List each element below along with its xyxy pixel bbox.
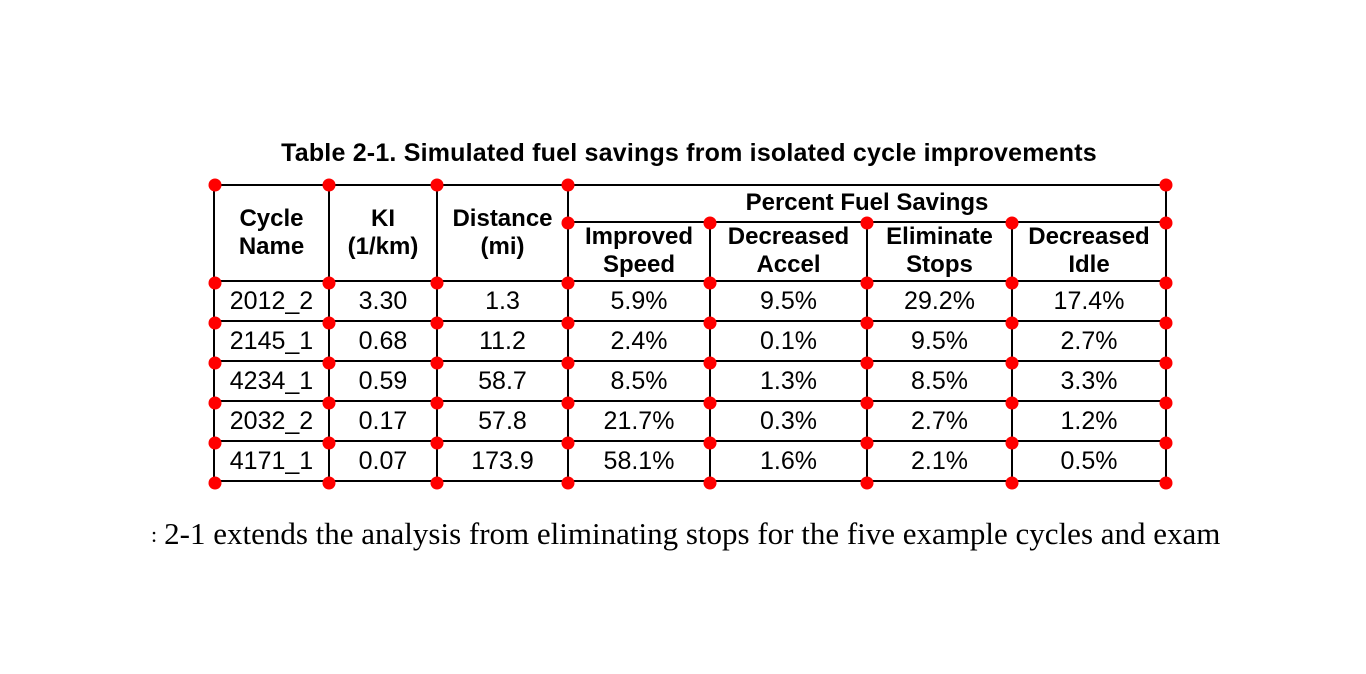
table-caption: Table 2-1. Simulated fuel savings from i… bbox=[281, 139, 1097, 167]
body-paragraph-text: 2-1 extends the analysis from eliminatin… bbox=[164, 516, 1221, 551]
cell-decreased-accel: 1.6% bbox=[709, 440, 868, 482]
cell-ki: 3.30 bbox=[328, 280, 438, 322]
col-header-decreased-idle: Decreased Idle bbox=[1011, 220, 1167, 283]
header-row-group: Cycle Name KI (1/km) Distance (mi) Perce… bbox=[213, 184, 1167, 282]
col-header-decreased-accel: Decreased Accel bbox=[709, 220, 868, 283]
fuel-savings-table: Cycle Name KI (1/km) Distance (mi) Perce… bbox=[213, 184, 1167, 482]
cell-improved-speed: 5.9% bbox=[567, 280, 711, 322]
cell-decreased-accel: 9.5% bbox=[709, 280, 868, 322]
body-paragraph: :2-1 extends the analysis from eliminati… bbox=[151, 516, 1220, 552]
cell-decreased-idle: 17.4% bbox=[1011, 280, 1167, 322]
cell-decreased-idle: 3.3% bbox=[1011, 360, 1167, 402]
header-row-sub: Improved Speed Decreased Accel Eliminate… bbox=[214, 220, 1167, 283]
cell-decreased-idle: 2.7% bbox=[1011, 320, 1167, 362]
cell-improved-speed: 21.7% bbox=[567, 400, 711, 442]
clipped-text-fragment: : bbox=[151, 522, 158, 547]
cell-ki: 0.59 bbox=[328, 360, 438, 402]
cell-eliminate-stops: 2.7% bbox=[866, 400, 1013, 442]
table-row: 2032_2 0.17 57.8 21.7% 0.3% 2.7% 1.2% bbox=[213, 400, 1167, 442]
cell-ki: 0.17 bbox=[328, 400, 438, 442]
table-row: 2012_2 3.30 1.3 5.9% 9.5% 29.2% 17.4% bbox=[213, 280, 1167, 322]
cell-decreased-accel: 0.3% bbox=[709, 400, 868, 442]
cell-distance: 173.9 bbox=[436, 440, 569, 482]
cell-cycle-name: 4234_1 bbox=[213, 360, 330, 402]
cell-eliminate-stops: 2.1% bbox=[866, 440, 1013, 482]
cell-improved-speed: 8.5% bbox=[567, 360, 711, 402]
col-header-eliminate-stops: Eliminate Stops bbox=[866, 220, 1013, 283]
cell-ki: 0.07 bbox=[328, 440, 438, 482]
col-header-cycle-name: Cycle Name bbox=[213, 184, 330, 282]
cell-distance: 58.7 bbox=[436, 360, 569, 402]
col-header-distance: Distance (mi) bbox=[436, 184, 569, 282]
col-header-percent-fuel-savings: Percent Fuel Savings bbox=[567, 184, 1167, 223]
table-row: 4171_1 0.07 173.9 58.1% 1.6% 2.1% 0.5% bbox=[213, 440, 1167, 482]
cell-eliminate-stops: 8.5% bbox=[866, 360, 1013, 402]
cell-eliminate-stops: 9.5% bbox=[866, 320, 1013, 362]
table-row: 2145_1 0.68 11.2 2.4% 0.1% 9.5% 2.7% bbox=[213, 320, 1167, 362]
col-header-ki: KI (1/km) bbox=[328, 184, 438, 282]
cell-decreased-accel: 0.1% bbox=[709, 320, 868, 362]
cell-distance: 57.8 bbox=[436, 400, 569, 442]
cell-cycle-name: 4171_1 bbox=[213, 440, 330, 482]
cell-cycle-name: 2012_2 bbox=[213, 280, 330, 322]
cell-cycle-name: 2145_1 bbox=[213, 320, 330, 362]
cell-distance: 1.3 bbox=[436, 280, 569, 322]
cell-improved-speed: 2.4% bbox=[567, 320, 711, 362]
cell-cycle-name: 2032_2 bbox=[213, 400, 330, 442]
cell-decreased-idle: 0.5% bbox=[1011, 440, 1167, 482]
cell-ki: 0.68 bbox=[328, 320, 438, 362]
col-header-improved-speed: Improved Speed bbox=[567, 220, 711, 283]
cell-decreased-accel: 1.3% bbox=[709, 360, 868, 402]
cell-improved-speed: 58.1% bbox=[567, 440, 711, 482]
cell-decreased-idle: 1.2% bbox=[1011, 400, 1167, 442]
table-row: 4234_1 0.59 58.7 8.5% 1.3% 8.5% 3.3% bbox=[213, 360, 1167, 402]
cell-eliminate-stops: 29.2% bbox=[866, 280, 1013, 322]
cell-distance: 11.2 bbox=[436, 320, 569, 362]
